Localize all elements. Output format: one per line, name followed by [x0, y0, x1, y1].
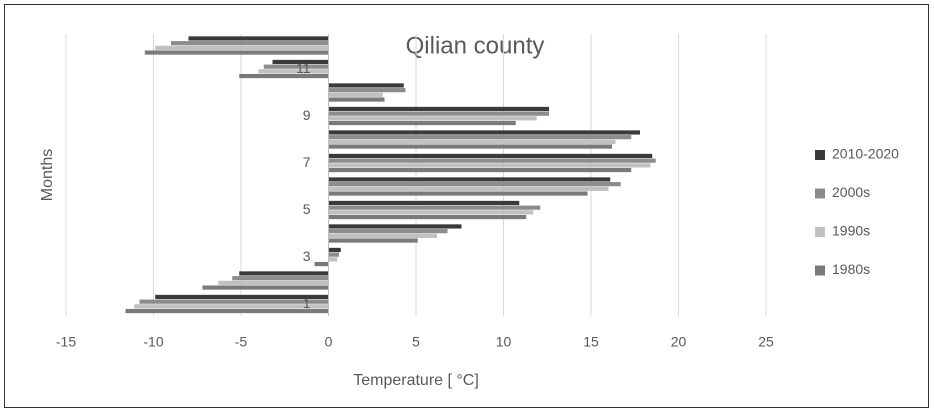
bar: [328, 120, 516, 126]
bar: [328, 214, 527, 220]
x-tick-label: -5: [235, 334, 248, 350]
bar: [328, 139, 616, 144]
y-tick-label: 3: [303, 248, 311, 264]
bar: [314, 261, 329, 267]
x-tick-label: 10: [496, 334, 512, 350]
bar: [328, 252, 339, 257]
bar: [328, 247, 341, 253]
bar: [155, 294, 329, 300]
bar: [218, 280, 329, 285]
x-tick-label: 0: [325, 334, 333, 350]
bar: [328, 106, 549, 112]
bar: [328, 83, 404, 88]
bar: [328, 97, 385, 102]
legend-label: 2010-2020: [832, 146, 899, 162]
bar: [328, 153, 653, 159]
legend-swatch: [815, 150, 825, 160]
y-tick-label: 9: [303, 107, 311, 123]
bar: [328, 116, 537, 121]
legend-label: 1980s: [832, 261, 870, 277]
y-axis-label: Months: [39, 149, 56, 201]
x-tick-label: 25: [758, 334, 774, 350]
bar: [328, 167, 632, 173]
bar: [328, 130, 640, 135]
x-tick-label: -15: [56, 334, 76, 350]
bar: [155, 45, 329, 50]
chart-title: Qilian county: [406, 32, 545, 59]
bar: [328, 233, 437, 238]
bar: [188, 36, 329, 41]
bar: [258, 69, 329, 74]
y-tick-label: 7: [303, 154, 311, 170]
bar: [144, 50, 329, 55]
bar: [328, 210, 534, 215]
legend-swatch: [815, 265, 825, 276]
bar: [239, 73, 329, 79]
x-tick-label: 20: [671, 334, 687, 350]
bar: [328, 200, 520, 206]
x-tick-label: 15: [583, 334, 599, 350]
bar: [328, 229, 448, 234]
legend-label: 1990s: [832, 223, 870, 239]
bar: [328, 163, 651, 168]
bar: [328, 257, 338, 262]
bar: [139, 299, 329, 304]
legend-swatch: [815, 188, 825, 199]
bar: [239, 271, 329, 276]
x-tick-label: -10: [143, 334, 163, 350]
bar: [263, 64, 329, 69]
bar: [134, 304, 329, 309]
bar: [328, 177, 611, 182]
legend-swatch: [815, 227, 825, 237]
bar: [171, 41, 329, 46]
bar: [328, 158, 656, 163]
bar: [328, 238, 418, 243]
bar: [328, 92, 383, 97]
y-tick-label: 1: [303, 295, 311, 311]
legend-label: 2000s: [832, 184, 870, 200]
y-tick-label: 11: [296, 60, 311, 76]
bar: [328, 88, 406, 93]
bar: [125, 308, 329, 314]
bar: [272, 59, 329, 65]
bar: [328, 205, 541, 210]
bar: [328, 135, 632, 140]
x-axis-label: Temperature [ °C]: [353, 372, 479, 389]
bar: [202, 285, 329, 290]
bar: [328, 144, 612, 149]
bar: [328, 191, 588, 196]
bar: [232, 276, 329, 281]
bar: [328, 186, 609, 191]
bar: [328, 111, 549, 116]
bar: [328, 182, 621, 187]
x-tick-label: 5: [412, 334, 420, 350]
bar: [328, 224, 462, 229]
y-tick-label: 5: [303, 201, 311, 217]
